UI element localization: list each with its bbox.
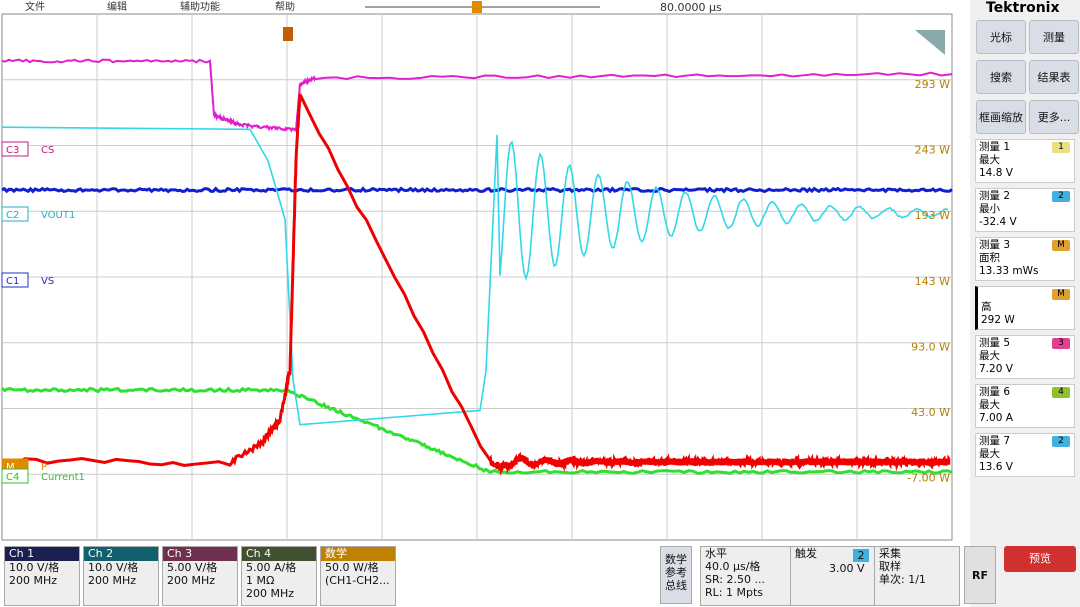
marker-id: C4 [6, 472, 19, 483]
channel-setting: 200 MHz [242, 587, 316, 600]
scale-label: 293 W [915, 78, 950, 91]
marker-name: CS [41, 145, 54, 156]
brand: Tektronix [986, 0, 1060, 16]
channel-setting: 5.00 V/格 [163, 561, 237, 574]
side-panel: Tektronix 光标 测量 搜索 结果表 框画缩放 更多... 测量 1 1 最大 14.8… [970, 0, 1080, 607]
channel-badge[interactable]: Ch 1 10.0 V/格 200 MHz [4, 546, 80, 606]
acquisition[interactable]: 采集 取样 单次: 1/1 [874, 546, 960, 606]
measurement[interactable]: 测量 7 2 最大 13.6 V [975, 433, 1075, 477]
channel-name: Ch 2 [84, 547, 158, 561]
measurement-value: 13.33 mWs [979, 265, 1071, 278]
math-ref-bus[interactable]: 数学参考总线 [660, 546, 692, 604]
measurement[interactable]: 测量 3 M 面积 13.33 mWs [975, 237, 1075, 281]
horizontal-setting: RL: 1 Mpts [705, 586, 793, 599]
scale-label: 93.0 W [911, 340, 950, 353]
measurement-stat: 最大 [979, 448, 1071, 461]
side-button[interactable]: 搜索 [976, 60, 1026, 94]
measurement-value: 7.00 A [979, 412, 1071, 425]
channel-setting: 5.00 A/格 [242, 561, 316, 574]
channel-setting: 10.0 V/格 [84, 561, 158, 574]
page: 文件 编辑 辅助功能 帮助 80.0000 µs C3 CS C2 VOUT1 C1 VS M P C… [0, 0, 1080, 607]
trigger[interactable]: 触发 2 3.00 V [790, 546, 876, 606]
scale-label: 243 W [915, 144, 950, 157]
measurement-badge: 4 [1052, 387, 1070, 398]
scale-label: 43.0 W [911, 406, 950, 419]
measurement-badge: M [1052, 240, 1070, 251]
measurement-stat: 最大 [979, 399, 1071, 412]
scale-label: 143 W [915, 275, 950, 288]
acquisition-setting: 取样 [879, 560, 959, 573]
marker-name: Current1 [41, 472, 85, 483]
rf-button[interactable]: RF [964, 546, 996, 604]
channel-setting: 50.0 W/格 [321, 561, 395, 574]
channel-badge[interactable]: Ch 4 5.00 A/格 1 MΩ 200 MHz [241, 546, 317, 606]
channel-badge[interactable]: Ch 2 10.0 V/格 200 MHz [83, 546, 159, 606]
measurement-value: 7.20 V [979, 363, 1071, 376]
trigger-position: 80.0000 µs [660, 1, 722, 14]
channel-setting: 200 MHz [5, 574, 79, 587]
marker-name: VS [41, 276, 54, 287]
measurement-value: 292 W [981, 314, 1071, 327]
measurement[interactable]: 测量 2 2 最小 -32.4 V [975, 188, 1075, 232]
side-button[interactable]: 更多... [1029, 100, 1079, 134]
measurement-stat: 面积 [979, 252, 1071, 265]
horizontal-title: 水平 [705, 547, 793, 560]
marker-id: C3 [6, 145, 19, 156]
channel-setting: 1 MΩ [242, 574, 316, 587]
acquisition-title: 采集 [879, 547, 959, 560]
channel-name: Ch 4 [242, 547, 316, 561]
measurement-stat: 高 [981, 301, 1071, 314]
menu-item[interactable]: 编辑 [107, 0, 127, 13]
trigger-badge: 2 [853, 549, 869, 562]
menu-item[interactable]: 帮助 [275, 0, 295, 13]
channel-name: Ch 1 [5, 547, 79, 561]
horizontal-setting: 40.0 µs/格 [705, 560, 793, 573]
measurement-stat: 最大 [979, 350, 1071, 363]
menu-item[interactable]: 文件 [25, 0, 45, 13]
measurement-value: 13.6 V [979, 461, 1071, 474]
horizontal[interactable]: 水平 40.0 µs/格 SR: 2.50 ... RL: 1 Mpts [700, 546, 794, 606]
side-button[interactable]: 测量 [1029, 20, 1079, 54]
measurement-stat: 最小 [979, 203, 1071, 216]
measurement[interactable]: 测量 6 4 最大 7.00 A [975, 384, 1075, 428]
channel-name: Ch 3 [163, 547, 237, 561]
channel-setting: 200 MHz [84, 574, 158, 587]
menu-item[interactable]: 辅助功能 [180, 0, 220, 13]
side-button[interactable]: 结果表 [1029, 60, 1079, 94]
measurement-badge: 1 [1052, 142, 1070, 153]
measurement-badge: 2 [1052, 436, 1070, 447]
channel-name: 数学 [321, 547, 395, 561]
measurement[interactable]: 测量 1 1 最大 14.8 V [975, 139, 1075, 183]
measurement-value: -32.4 V [979, 216, 1071, 229]
scale-label: 193 W [915, 209, 950, 222]
channel-badge[interactable]: Ch 3 5.00 V/格 200 MHz [162, 546, 238, 606]
scale-label: -7.00 W [907, 472, 950, 485]
trigger-level: 3.00 V [795, 560, 875, 575]
marker-id: C2 [6, 210, 19, 221]
side-button[interactable]: 光标 [976, 20, 1026, 54]
measurement-badge: 2 [1052, 191, 1070, 202]
measurement-badge: M [1052, 289, 1070, 300]
marker-id: C1 [6, 276, 19, 287]
measurement-value: 14.8 V [979, 167, 1071, 180]
preview-button[interactable]: 预览 [1004, 546, 1076, 572]
channel-setting: 10.0 V/格 [5, 561, 79, 574]
measurement[interactable]: 测量 5 3 最大 7.20 V [975, 335, 1075, 379]
horizontal-setting: SR: 2.50 ... [705, 573, 793, 586]
marker-name: VOUT1 [41, 210, 75, 221]
scope-display: 文件 编辑 辅助功能 帮助 80.0000 µs C3 CSC2 VOUT1C1 VSM PC… [0, 0, 970, 607]
acquisition-setting: 单次: 1/1 [879, 573, 959, 586]
side-button[interactable]: 框画缩放 [976, 100, 1026, 134]
measurement-stat: 最大 [979, 154, 1071, 167]
measurement[interactable]: M 高 292 W [975, 286, 1075, 330]
channel-setting: 200 MHz [163, 574, 237, 587]
measurement-badge: 3 [1052, 338, 1070, 349]
channel-setting: (CH1-CH2... [321, 574, 395, 587]
channel-badge[interactable]: 数学 50.0 W/格 (CH1-CH2... [320, 546, 396, 606]
